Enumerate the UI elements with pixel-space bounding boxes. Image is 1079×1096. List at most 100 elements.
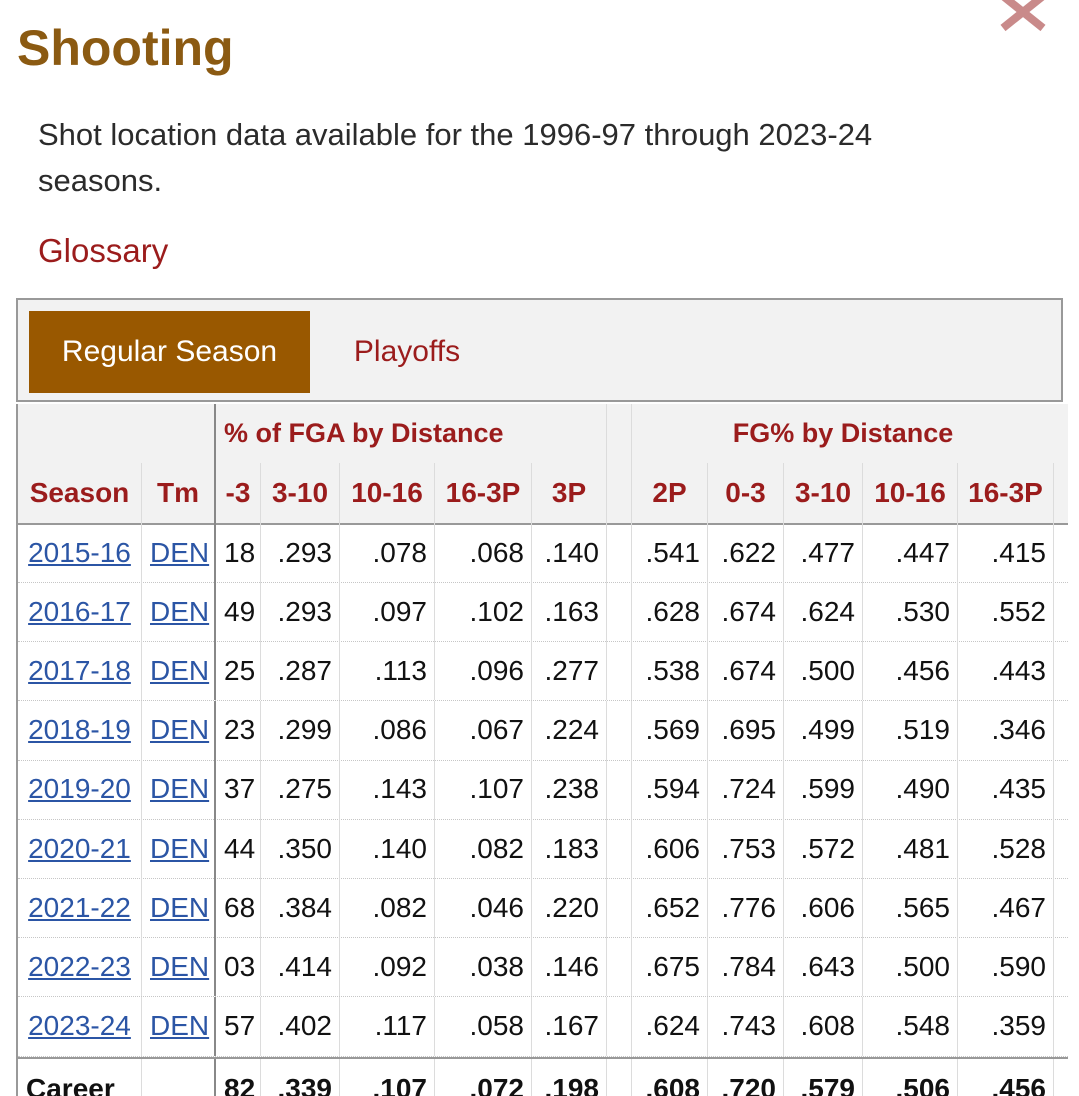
career-cell: .107 bbox=[340, 1058, 435, 1096]
column-header[interactable]: 3-10 bbox=[784, 463, 863, 523]
career-cell: .339 bbox=[261, 1058, 340, 1096]
column-header[interactable]: 0-3 bbox=[708, 463, 784, 523]
tab-regular-season[interactable]: Regular Season bbox=[29, 311, 310, 393]
stat-cell: .293 bbox=[261, 523, 340, 582]
season-link[interactable]: 2021-22 bbox=[28, 891, 131, 923]
over-header-fga-distance: % of FGA by Distance bbox=[224, 418, 504, 448]
over-header-fg-distance: FG% by Distance bbox=[732, 418, 954, 448]
stat-cell: .541 bbox=[632, 523, 708, 582]
column-header[interactable]: 2P bbox=[632, 463, 708, 523]
stat-cell: .500 bbox=[784, 641, 863, 701]
tab-playoffs[interactable]: Playoffs bbox=[353, 335, 461, 368]
close-icon[interactable] bbox=[998, 0, 1048, 34]
stat-cell: .092 bbox=[340, 937, 435, 997]
stat-cell: .415 bbox=[958, 523, 1054, 582]
stat-cell: .082 bbox=[435, 819, 532, 878]
column-header[interactable]: Tm bbox=[142, 463, 216, 523]
stat-cell: .519 bbox=[863, 700, 958, 760]
stat-cell: .447 bbox=[863, 523, 958, 582]
stat-cell: .628 bbox=[632, 582, 708, 642]
column-header-row: Season Tm -3 3-10 10-16 16-3P 3P 2P 0-3 3-10 10-16… bbox=[18, 463, 1068, 525]
tab-bar: Regular Season Playoffs bbox=[16, 298, 1063, 402]
glossary-link[interactable]: Glossary bbox=[38, 232, 169, 269]
stat-cell: .107 bbox=[435, 759, 532, 819]
season-link[interactable]: 2019-20 bbox=[28, 773, 131, 805]
description-text: Shot location data available for the 199… bbox=[38, 117, 873, 198]
stat-cell: .652 bbox=[632, 878, 708, 938]
career-cell: .072 bbox=[435, 1058, 532, 1096]
row-gap bbox=[606, 523, 632, 582]
column-header[interactable]: 16-3P bbox=[958, 463, 1054, 523]
shooting-table[interactable]: % of FGA by Distance FG% by Distance Seaso… bbox=[16, 404, 1068, 1096]
table-row: 2022-23 DEN 03.414.092.038 .146 .675.784.643… bbox=[18, 937, 1068, 998]
stat-cell: .674 bbox=[708, 641, 784, 701]
season-link[interactable]: 2023-24 bbox=[28, 1010, 131, 1042]
stat-cell: .624 bbox=[632, 996, 708, 1056]
stat-cell: 03 bbox=[216, 937, 261, 997]
table-row: 2017-18 DEN 25.287.113.096 .277 .538.674.500… bbox=[18, 641, 1068, 702]
team-link[interactable]: DEN bbox=[150, 891, 210, 923]
column-header[interactable]: 3-10 bbox=[261, 463, 340, 523]
page-title: Shooting bbox=[17, 20, 234, 76]
team-link[interactable]: DEN bbox=[150, 832, 210, 864]
career-cell: .506 bbox=[863, 1058, 958, 1096]
season-link[interactable]: 2022-23 bbox=[28, 950, 131, 982]
stat-cell: .146 bbox=[544, 950, 600, 982]
over-header-row: % of FGA by Distance FG% by Distance bbox=[18, 404, 1068, 465]
team-link[interactable]: DEN bbox=[150, 536, 210, 568]
stat-cell: 37 bbox=[216, 759, 261, 819]
team-link[interactable]: DEN bbox=[150, 654, 210, 686]
team-link[interactable]: DEN bbox=[150, 773, 210, 805]
stat-cell: .499 bbox=[784, 700, 863, 760]
season-link[interactable]: 2020-21 bbox=[28, 832, 131, 864]
column-header[interactable]: 10-16 bbox=[340, 463, 435, 523]
career-row: Career 82.339.107.072 .198 .608.720.579.506… bbox=[18, 1056, 1068, 1096]
stat-cell: .724 bbox=[708, 759, 784, 819]
table-row: 2016-17 DEN 49.293.097.102 .163 .628.674.624… bbox=[18, 582, 1068, 643]
stat-cell: 57 bbox=[216, 996, 261, 1056]
season-link[interactable]: 2016-17 bbox=[28, 595, 131, 627]
career-cell: .579 bbox=[784, 1058, 863, 1096]
season-cell: 2015-16 bbox=[18, 523, 142, 582]
stat-cell: .572 bbox=[784, 819, 863, 878]
stat-cell: .238 bbox=[544, 773, 600, 805]
team-cell: DEN bbox=[142, 582, 216, 642]
stat-cell: .606 bbox=[784, 878, 863, 938]
team-link[interactable]: DEN bbox=[150, 714, 210, 746]
stat-cell: .046 bbox=[435, 878, 532, 938]
stat-cell: .590 bbox=[958, 937, 1054, 997]
season-cell: 2016-17 bbox=[18, 582, 142, 642]
team-link[interactable]: DEN bbox=[150, 950, 210, 982]
team-cell: DEN bbox=[142, 819, 216, 878]
stat-cell: .608 bbox=[784, 996, 863, 1056]
team-link[interactable]: DEN bbox=[150, 595, 210, 627]
team-cell: DEN bbox=[142, 937, 216, 997]
stat-cell: .277 bbox=[544, 654, 600, 686]
column-header[interactable]: -3 bbox=[216, 463, 261, 523]
stat-cell: .784 bbox=[708, 937, 784, 997]
stat-cell: .594 bbox=[632, 759, 708, 819]
stat-cell: .346 bbox=[958, 700, 1054, 760]
season-link[interactable]: 2017-18 bbox=[28, 654, 131, 686]
stat-cell: .350 bbox=[261, 819, 340, 878]
stat-cell: .220 bbox=[544, 891, 600, 923]
stat-cell: .384 bbox=[261, 878, 340, 938]
stat-cell: 49 bbox=[216, 582, 261, 642]
stat-cell: .490 bbox=[863, 759, 958, 819]
season-link[interactable]: 2018-19 bbox=[28, 714, 131, 746]
column-header[interactable]: 10-16 bbox=[863, 463, 958, 523]
column-header[interactable]: 3P bbox=[551, 477, 587, 508]
table-row: 2015-16 DEN 18.293.078.068 .140 .541.622.477… bbox=[18, 523, 1068, 583]
row-gap bbox=[606, 878, 632, 938]
team-link[interactable]: DEN bbox=[150, 1010, 210, 1042]
column-header[interactable]: Season bbox=[18, 463, 142, 523]
column-header[interactable]: 16-3P bbox=[435, 463, 532, 523]
stat-cell: .538 bbox=[632, 641, 708, 701]
row-gap bbox=[606, 700, 632, 760]
stat-cell: .477 bbox=[784, 523, 863, 582]
stat-cell: .287 bbox=[261, 641, 340, 701]
season-link[interactable]: 2015-16 bbox=[28, 536, 131, 568]
stat-cell: .078 bbox=[340, 523, 435, 582]
stat-cell: .622 bbox=[708, 523, 784, 582]
stat-cell: .435 bbox=[958, 759, 1054, 819]
